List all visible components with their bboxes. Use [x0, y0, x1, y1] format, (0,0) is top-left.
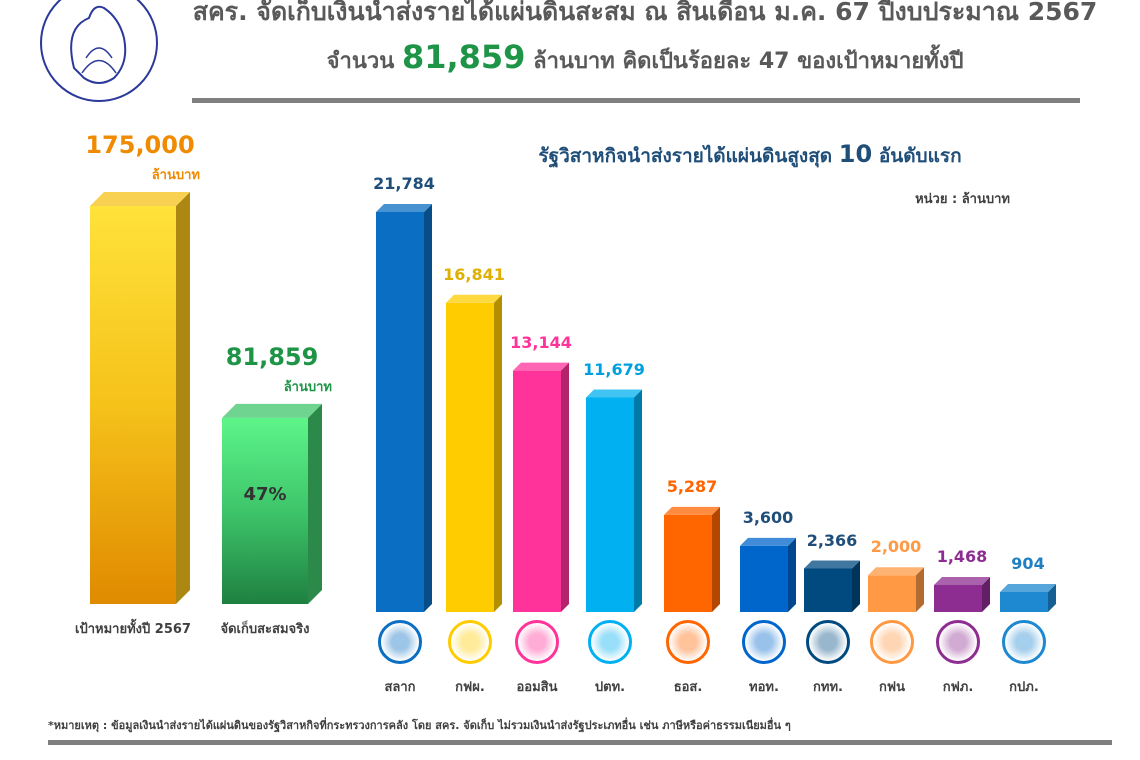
- pwa-seal-icon: [1002, 620, 1046, 664]
- top10-bar-3: [586, 397, 634, 612]
- top10-bar-7-side: [916, 567, 924, 612]
- ghb-logo-icon: [666, 620, 710, 664]
- summary-bar-0-top: [90, 192, 190, 206]
- top10-category-label: สลาก: [384, 680, 416, 695]
- summary-bar-1: [222, 417, 308, 604]
- egat-logo-icon: [448, 620, 492, 664]
- top10-bar-9-side: [1048, 584, 1056, 612]
- top10-value-label: 11,679: [583, 359, 645, 379]
- title-line-2: จำนวน 81,859 ล้านบาท คิดเป็นร้อยละ 47 ขอ…: [170, 38, 1120, 78]
- top10-bar-5-top: [740, 537, 796, 546]
- top10-value-label: 2,000: [870, 537, 922, 557]
- top10-value-label: 13,144: [510, 332, 572, 352]
- top10-value-label: 5,287: [666, 476, 718, 496]
- top10-bar-6-top: [804, 560, 860, 569]
- top10-bar-6: [804, 568, 852, 612]
- footnote: *หมายเหตุ : ข้อมูลเงินนำส่งรายได้แผ่นดิน…: [48, 719, 791, 732]
- top10-category-label: กฟภ.: [942, 680, 974, 695]
- unit-label: หน่วย : ล้านบาท: [915, 192, 1010, 207]
- top10-category-label: ออมสิน: [516, 680, 558, 695]
- top10-bar-1-side: [494, 294, 502, 612]
- top10-bar-3-side: [634, 389, 642, 612]
- top10-bar-7: [868, 575, 916, 612]
- summary-value-label: 81,859: [225, 342, 319, 371]
- top10-bar-9: [1000, 592, 1048, 612]
- aot-logo-icon: [742, 620, 786, 664]
- top10-bar-3-top: [586, 389, 642, 398]
- summary-bar-0: [90, 206, 176, 604]
- top10-bar-6-side: [852, 560, 860, 612]
- summary-unit-label: ล้านบาท: [151, 168, 200, 183]
- top10-bar-9-top: [1000, 584, 1056, 592]
- ptt-flame-icon: [588, 620, 632, 664]
- top10-bar-8-top: [934, 577, 990, 586]
- top10-category-label: กทท.: [813, 680, 843, 695]
- chart-title-number: 10: [838, 140, 873, 168]
- top10-bar-2-side: [561, 362, 569, 612]
- top10-value-label: 16,841: [443, 264, 505, 284]
- top10-bar-1-top: [446, 294, 502, 303]
- chart-title-suffix: อันดับแรก: [878, 145, 962, 167]
- mea-seal-icon: [870, 620, 914, 664]
- top10-bar-2-top: [513, 362, 569, 371]
- top10-value-label: 904: [1011, 554, 1045, 573]
- gsb-seal-icon: [515, 620, 559, 664]
- title-suffix: ล้านบาท คิดเป็นร้อยละ 47 ของเป้าหมายทั้ง…: [533, 49, 964, 74]
- top10-value-label: 1,468: [936, 547, 988, 567]
- top10-bar-0: [376, 212, 424, 612]
- top10-bar-0-top: [376, 204, 432, 212]
- title-prefix: จำนวน: [326, 49, 395, 74]
- top10-bar-0-side: [424, 204, 432, 612]
- top10-bar-4: [664, 514, 712, 612]
- header-divider: [192, 98, 1080, 103]
- top10-value-label: 2,366: [806, 530, 858, 550]
- top10-bar-2: [513, 370, 561, 612]
- top10-bar-8: [934, 585, 982, 612]
- top10-category-label: กฟน: [879, 680, 905, 695]
- top10-value-label: 21,784: [373, 174, 435, 193]
- top10-bar-4-top: [664, 506, 720, 515]
- summary-category-label: จัดเก็บสะสมจริง: [220, 622, 310, 637]
- title-line-1: สคร. จัดเก็บเงินนำส่งรายได้แผ่นดินสะสม ณ…: [192, 0, 1098, 26]
- top10-bar-8-side: [982, 577, 990, 612]
- percent-label: 47%: [243, 484, 287, 505]
- summary-bar-0-side: [176, 192, 190, 604]
- top10-bar-4-side: [712, 506, 720, 612]
- title-amount: 81,859: [401, 38, 526, 76]
- top10-category-label: ธอส.: [673, 680, 703, 695]
- summary-bar-1-side: [308, 403, 322, 604]
- top10-bar-5-side: [788, 537, 796, 612]
- pea-seal-icon: [936, 620, 980, 664]
- top10-chart-title: รัฐวิสาหกิจนำส่งรายได้แผ่นดินสูงสุด 10 อ…: [440, 140, 1060, 171]
- top10-category-label: กปภ.: [1009, 680, 1039, 695]
- top10-category-label: ปตท.: [594, 680, 626, 695]
- summary-category-label: เป้าหมายทั้งปี 2567: [75, 622, 191, 637]
- chart-title-prefix: รัฐวิสาหกิจนำส่งรายได้แผ่นดินสูงสุด: [538, 145, 833, 167]
- sepo-garuda-logo: [40, 0, 158, 102]
- footer-divider: [48, 740, 1112, 745]
- summary-bar-1-top: [222, 403, 322, 418]
- top10-category-label: กฟผ.: [455, 680, 485, 695]
- top10-category-label: ทอท.: [749, 680, 779, 695]
- top10-bar-1: [446, 302, 494, 612]
- summary-unit-label: ล้านบาท: [283, 379, 332, 395]
- top10-bar-5: [740, 545, 788, 612]
- port-seal-icon: [806, 620, 850, 664]
- summary-value-label: 175,000: [85, 131, 195, 159]
- top10-value-label: 3,600: [742, 507, 794, 527]
- lottery-seal-icon: [378, 620, 422, 664]
- top10-bar-7-top: [868, 567, 924, 576]
